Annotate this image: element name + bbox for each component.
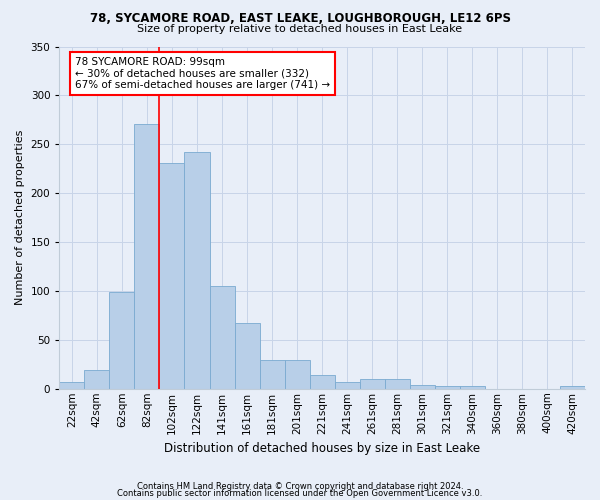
Bar [260, 360, 284, 389]
Bar [85, 370, 109, 389]
Bar [209, 286, 235, 389]
Bar [560, 386, 585, 389]
X-axis label: Distribution of detached houses by size in East Leake: Distribution of detached houses by size … [164, 442, 480, 455]
Text: 78, SYCAMORE ROAD, EAST LEAKE, LOUGHBOROUGH, LE12 6PS: 78, SYCAMORE ROAD, EAST LEAKE, LOUGHBORO… [89, 12, 511, 26]
Bar [134, 124, 160, 389]
Bar [360, 379, 385, 389]
Bar [310, 375, 335, 389]
Bar [385, 379, 410, 389]
Bar [284, 360, 310, 389]
Text: Contains HM Land Registry data © Crown copyright and database right 2024.: Contains HM Land Registry data © Crown c… [137, 482, 463, 491]
Bar [335, 382, 360, 389]
Bar [435, 386, 460, 389]
Bar [59, 382, 85, 389]
Text: 78 SYCAMORE ROAD: 99sqm
← 30% of detached houses are smaller (332)
67% of semi-d: 78 SYCAMORE ROAD: 99sqm ← 30% of detache… [75, 57, 330, 90]
Bar [160, 163, 184, 389]
Y-axis label: Number of detached properties: Number of detached properties [15, 130, 25, 306]
Text: Contains public sector information licensed under the Open Government Licence v3: Contains public sector information licen… [118, 490, 482, 498]
Bar [235, 323, 260, 389]
Bar [460, 386, 485, 389]
Bar [109, 292, 134, 389]
Bar [184, 152, 209, 389]
Text: Size of property relative to detached houses in East Leake: Size of property relative to detached ho… [137, 24, 463, 34]
Bar [410, 385, 435, 389]
